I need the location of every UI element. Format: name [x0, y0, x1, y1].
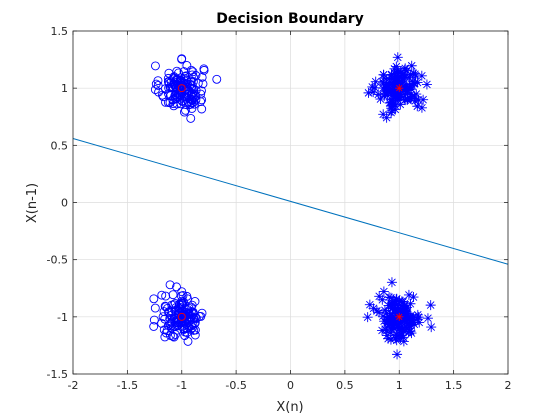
data-point-star [412, 101, 422, 111]
y-tick-label: -1 [57, 311, 68, 324]
x-tick-label: 1.5 [445, 379, 463, 392]
data-point-star [402, 86, 412, 96]
data-point-star [413, 310, 423, 320]
data-point-star [426, 300, 436, 310]
data-point-star [417, 71, 427, 81]
x-axis-label: X(n) [276, 400, 303, 415]
data-point-star [422, 79, 432, 89]
center-marker-star [395, 313, 403, 321]
y-tick-label: 1.5 [51, 25, 69, 38]
data-point-star [389, 64, 399, 74]
y-tick-label: -0.5 [47, 254, 68, 267]
data-point-star [368, 87, 378, 97]
data-point-star [369, 303, 379, 313]
y-tick-label: 0.5 [51, 139, 69, 152]
data-point-star [392, 349, 402, 359]
data-point-star [370, 83, 380, 93]
x-tick-label: -1.5 [117, 379, 138, 392]
x-tick-label: -1 [176, 379, 187, 392]
y-tick-label: -1.5 [47, 368, 68, 381]
data-point-star [388, 99, 398, 109]
data-point-star [407, 61, 417, 71]
y-axis-label: X(n-1) [25, 183, 40, 223]
data-point-star [399, 326, 409, 336]
x-tick-label: 0.5 [336, 379, 354, 392]
data-point-star [382, 308, 392, 318]
y-tick-label: 1 [61, 82, 68, 95]
data-point-star [405, 299, 415, 309]
data-point-star [387, 277, 397, 287]
data-point-star [423, 313, 433, 323]
data-point-star [381, 83, 391, 93]
x-tick-label: 1 [396, 379, 403, 392]
data-point-star [414, 317, 424, 327]
data-point-star [386, 335, 396, 345]
data-point-star [392, 322, 402, 332]
data-point-star [404, 290, 414, 300]
x-tick-label: 0 [287, 379, 294, 392]
y-tick-label: 0 [61, 197, 68, 210]
data-point-star [387, 73, 397, 83]
data-point-star [375, 94, 385, 104]
data-point-star [418, 95, 428, 105]
x-tick-label: -0.5 [225, 379, 246, 392]
data-point-star [382, 318, 392, 328]
x-tick-label: -2 [68, 379, 79, 392]
data-point-star [393, 52, 403, 62]
data-point-star [378, 109, 388, 119]
data-point-star [392, 66, 402, 76]
data-point-star [363, 312, 373, 322]
data-point-star [374, 307, 384, 317]
x-tick-label: 2 [505, 379, 512, 392]
chart-title: Decision Boundary [216, 11, 364, 27]
